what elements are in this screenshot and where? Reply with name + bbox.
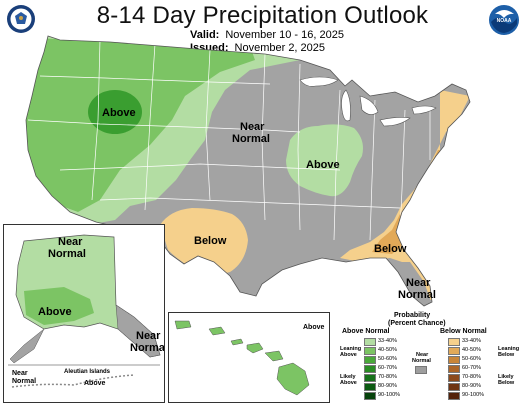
great-lakes (299, 76, 437, 127)
legend-swatch-above-0 (364, 338, 376, 346)
near-normal-florida (392, 262, 432, 306)
legend-label-above-4: 70-80% (378, 374, 397, 380)
legend-label-below-0: 33-40% (462, 338, 481, 344)
label-below-southeast: Below (374, 243, 407, 255)
legend-swatch-above-3 (364, 365, 376, 373)
label-above-west: Above (102, 107, 136, 119)
legend-near-swatch (415, 366, 427, 374)
state-boundaries (27, 39, 431, 241)
label-ak-above: Above (38, 306, 72, 318)
legend-label-below-3: 60-70% (462, 365, 481, 371)
legend-leaning-below-1: Leaning (498, 346, 520, 352)
label-hi-above: Above (303, 324, 325, 331)
label-above-midwest: Above (306, 159, 340, 171)
valid-value: November 10 - 16, 2025 (225, 29, 344, 41)
legend-label-above-6: 90-100% (378, 392, 401, 398)
legend-label-below-5: 80-90% (462, 383, 481, 389)
legend: Probability (Percent Chance) Above Norma… (338, 312, 524, 404)
label-aleut-above: Above (84, 380, 106, 387)
legend-label-above-0: 33-40% (378, 338, 397, 344)
map-title: 8-14 Day Precipitation Outlook (96, 2, 429, 29)
legend-label-above-1: 40-50% (378, 347, 397, 353)
label-aleut-near-1: Near (12, 370, 28, 377)
legend-likely-above-1: Likely (340, 374, 356, 380)
legend-swatch-below-6 (448, 392, 460, 400)
legend-swatch-below-3 (448, 365, 460, 373)
legend-swatch-above-6 (364, 392, 376, 400)
label-ak-near-1: Near (58, 236, 83, 248)
above-normal-33-midwest (286, 124, 363, 197)
valid-date-line: Valid: November 10 - 16, 2025 (190, 29, 344, 41)
above-normal-50-core (88, 90, 142, 134)
legend-swatch-above-2 (364, 356, 376, 364)
legend-near-normal-1: Near (416, 352, 429, 358)
legend-swatch-above-1 (364, 347, 376, 355)
legend-swatch-below-1 (448, 347, 460, 355)
legend-title-2: (Percent Chance) (388, 320, 446, 327)
valid-label: Valid: (190, 29, 220, 41)
label-ak-se-near-1: Near (136, 330, 161, 342)
legend-likely-above-2: Above (340, 380, 357, 386)
legend-swatch-below-5 (448, 383, 460, 391)
label-aleut-near-2: Normal (12, 378, 36, 385)
legend-title-1: Probability (394, 312, 431, 319)
label-near-central-2: Normal (232, 133, 270, 145)
issued-value: November 2, 2025 (234, 42, 326, 54)
legend-label-above-3: 60-70% (378, 365, 397, 371)
label-below-texas: Below (194, 235, 227, 247)
alaska-map: Near Normal Above Near Normal Near Norma… (8, 234, 168, 388)
legend-swatch-below-4 (448, 374, 460, 382)
legend-leaning-above-1: Leaning (340, 346, 362, 352)
legend-above-header: Above Normal (342, 328, 390, 335)
label-ak-se-near-2: Normal (130, 342, 164, 354)
legend-likely-below-1: Likely (498, 374, 514, 380)
label-aleutian-islands: Aleutian Islands (64, 369, 111, 375)
legend-label-below-1: 40-50% (462, 347, 481, 353)
legend-swatch-above-4 (364, 374, 376, 382)
legend-near-normal-2: Normal (412, 358, 431, 364)
legend-swatch-below-2 (448, 356, 460, 364)
agency-logo-icon: NOAA (489, 5, 519, 35)
hawaii-inset: Above (168, 312, 330, 403)
legend-leaning-below-2: Below (498, 352, 515, 358)
legend-below-header: Below Normal (440, 328, 487, 335)
label-near-florida-2: Normal (398, 289, 436, 301)
legend-swatch-above-5 (364, 383, 376, 391)
legend-label-below-6: 90-100% (462, 392, 485, 398)
below-normal-33-texas (160, 208, 248, 275)
legend-leaning-above-2: Above (340, 352, 357, 358)
legend-label-above-5: 80-90% (378, 383, 397, 389)
legend-label-below-2: 50-60% (462, 356, 481, 362)
svg-text:NOAA: NOAA (497, 18, 512, 24)
legend-likely-below-2: Below (498, 380, 515, 386)
legend-label-below-4: 70-80% (462, 374, 481, 380)
legend-label-above-2: 50-60% (378, 356, 397, 362)
alaska-inset: Near Normal Above Near Normal Near Norma… (3, 224, 168, 403)
label-near-central-1: Near (240, 121, 265, 133)
legend-swatch-below-0 (448, 338, 460, 346)
label-ak-near-2: Normal (48, 248, 86, 260)
label-near-florida-1: Near (406, 277, 431, 289)
seal-logo-icon (7, 5, 35, 33)
hawaii-map: Above (174, 320, 325, 396)
